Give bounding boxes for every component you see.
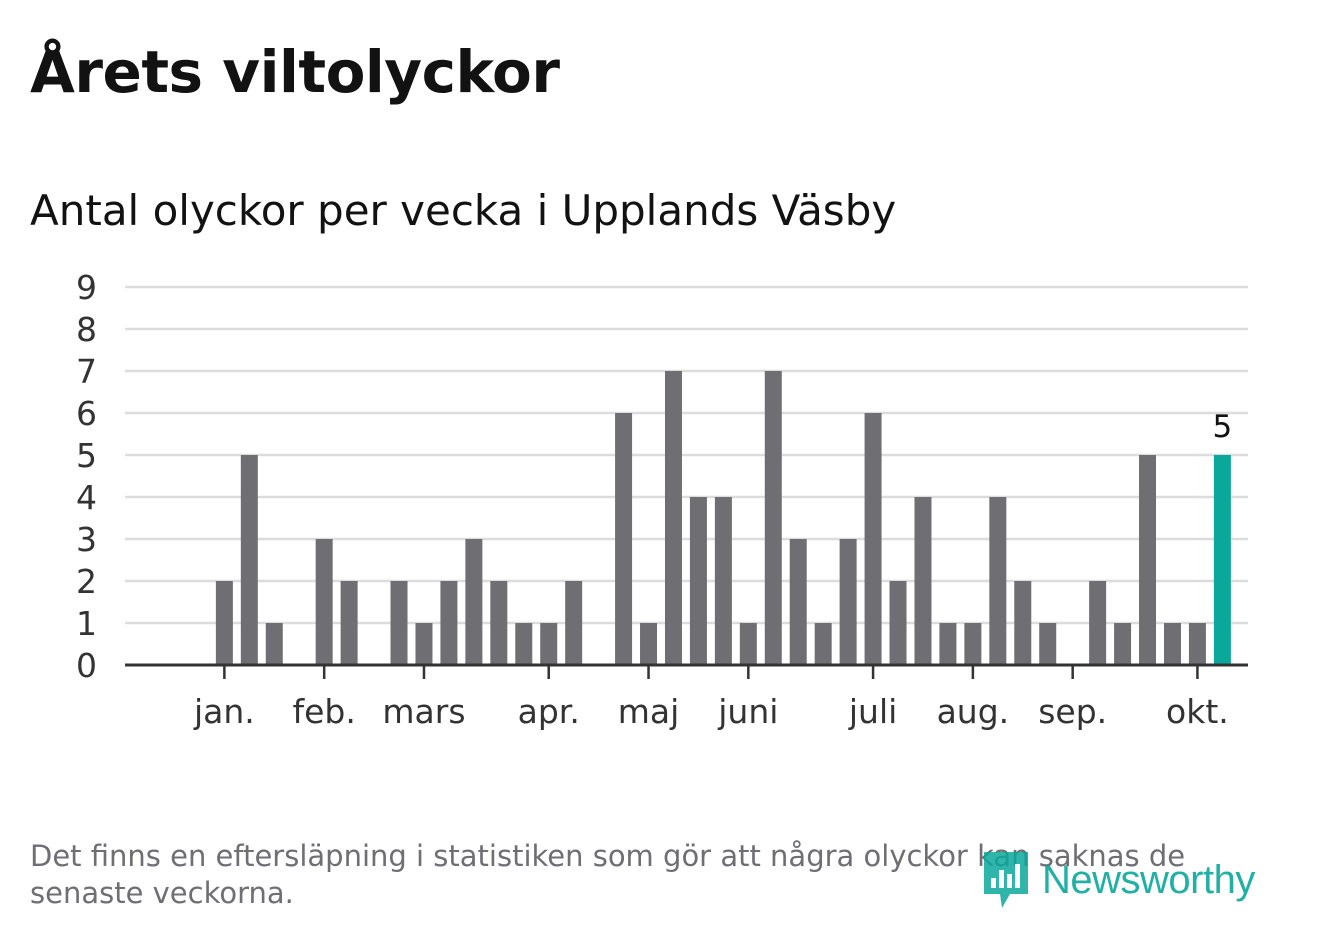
bar-week-35 [1014, 581, 1032, 665]
bar-week-23 [714, 497, 732, 665]
bar-week-29 [864, 413, 882, 665]
bar-week-33 [964, 623, 982, 665]
y-tick-label-1: 1 [76, 604, 97, 643]
y-tick-label-0: 0 [76, 646, 97, 685]
bar-week-17 [565, 581, 583, 665]
x-tick-label-aug.: aug. [937, 692, 1010, 731]
bar-week-32 [939, 623, 957, 665]
y-tick-label-2: 2 [76, 562, 97, 601]
bar-week-14 [490, 581, 508, 665]
bar-week-16 [540, 623, 558, 665]
bar-week-22 [689, 497, 707, 665]
newsworthy-logo: Newsworthy [980, 848, 1255, 912]
y-tick-label-7: 7 [76, 352, 97, 391]
bar-week-36 [1039, 623, 1057, 665]
bar-week-25 [764, 371, 782, 665]
chart-subtitle: Antal olyckor per vecka i Upplands Väsby [30, 186, 897, 235]
y-tick-label-9: 9 [76, 268, 97, 307]
x-tick-label-maj: maj [618, 692, 680, 731]
bar-week-8 [340, 581, 358, 665]
y-tick-label-5: 5 [76, 436, 97, 475]
x-tick-label-okt.: okt. [1166, 692, 1229, 731]
bar-week-27 [814, 623, 832, 665]
bar-week-20 [640, 623, 658, 665]
x-tick-label-mars: mars [382, 692, 465, 731]
bar-week-10 [390, 581, 408, 665]
bar-week-26 [789, 539, 807, 665]
x-tick-label-sep.: sep. [1038, 692, 1107, 731]
x-tick-label-juni: juni [717, 692, 778, 731]
newsworthy-logo-icon [984, 852, 1028, 908]
bar-week-28 [839, 539, 857, 665]
bar-week-42 [1188, 623, 1206, 665]
y-tick-label-6: 6 [76, 394, 97, 433]
bar-week-7 [315, 539, 333, 665]
y-tick-label-8: 8 [76, 310, 97, 349]
x-tick-label-apr.: apr. [518, 692, 580, 731]
chart-title: Årets viltolyckor [30, 38, 560, 106]
bar-week-39 [1114, 623, 1132, 665]
x-tick-label-jan.: jan. [193, 692, 255, 731]
bar-week-30 [889, 581, 907, 665]
bar-week-3 [215, 581, 233, 665]
highlight-value-label: 5 [1213, 409, 1233, 445]
bar-week-41 [1163, 623, 1181, 665]
bar-week-13 [465, 539, 483, 665]
y-tick-label-4: 4 [76, 478, 97, 517]
bar-week-undefined [1213, 455, 1231, 665]
bar-week-5 [265, 623, 283, 665]
bar-week-12 [440, 581, 458, 665]
x-tick-label-feb.: feb. [292, 692, 355, 731]
bar-week-21 [664, 371, 682, 665]
y-tick-label-3: 3 [76, 520, 97, 559]
bar-week-40 [1139, 455, 1157, 665]
bar-week-34 [989, 497, 1007, 665]
bar-week-19 [615, 413, 633, 665]
bar-week-15 [515, 623, 533, 665]
bar-week-11 [415, 623, 433, 665]
newsworthy-logo-text: Newsworthy [1042, 857, 1255, 902]
bar-week-31 [914, 497, 932, 665]
bar-week-38 [1089, 581, 1107, 665]
x-tick-label-juli: juli [848, 692, 897, 731]
bar-week-24 [739, 623, 757, 665]
bar-week-4 [240, 455, 258, 665]
